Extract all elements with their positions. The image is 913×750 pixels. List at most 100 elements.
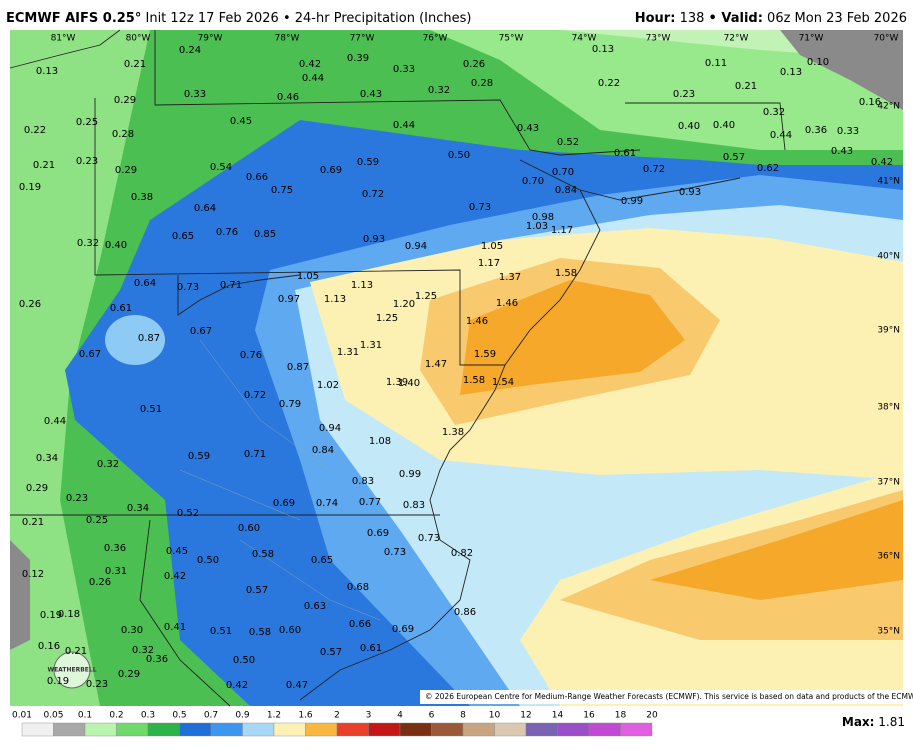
point-value: 0.38 <box>131 192 153 203</box>
point-value: 0.87 <box>138 333 160 344</box>
colorbar-swatch <box>242 722 275 737</box>
map: © 2026 European Centre for Medium-Range … <box>9 29 913 707</box>
point-value: 0.76 <box>216 227 238 238</box>
point-value: 0.65 <box>311 555 333 566</box>
county-lines <box>179 339 381 621</box>
point-value: 0.44 <box>393 120 415 131</box>
colorbar-label: 1.6 <box>298 711 313 721</box>
point-value: 0.18 <box>58 609 80 620</box>
point-value: 0.94 <box>319 423 341 434</box>
point-value: 1.31 <box>360 340 382 351</box>
point-value: 1.58 <box>555 268 577 279</box>
point-value: 0.33 <box>184 89 206 100</box>
point-value: 0.66 <box>246 172 268 183</box>
point-value: 0.32 <box>97 459 119 470</box>
colorbar-swatch <box>210 722 243 737</box>
title-rest: Init 12z 17 Feb 2026 • 24-hr Precipitati… <box>146 11 472 26</box>
point-value: 1.59 <box>474 349 496 360</box>
shade-light-green-ne <box>430 30 903 150</box>
point-value: 0.98 <box>532 212 554 223</box>
point-value: 0.19 <box>19 182 41 193</box>
point-value: 0.73 <box>418 533 440 544</box>
point-value: 1.37 <box>499 272 521 283</box>
point-value: 0.11 <box>705 58 727 69</box>
point-value: 0.50 <box>448 150 470 161</box>
point-value: 0.36 <box>104 543 126 554</box>
logo-badge <box>53 651 91 689</box>
point-value: 0.32 <box>132 645 154 656</box>
point-value: 0.87 <box>287 362 309 373</box>
point-value: 0.42 <box>299 59 321 70</box>
point-value: 0.72 <box>643 164 665 175</box>
colorbar-swatch <box>21 722 54 737</box>
point-value: 0.70 <box>522 176 544 187</box>
point-value: 0.62 <box>757 163 779 174</box>
colorbar-label: 0.5 <box>172 711 186 721</box>
point-value: 0.29 <box>115 165 137 176</box>
point-value: 1.46 <box>496 298 518 309</box>
point-value: 0.25 <box>86 515 108 526</box>
point-value: 0.50 <box>197 555 219 566</box>
point-value: 0.34 <box>127 503 149 514</box>
lon-label: 79°W <box>198 34 223 44</box>
point-value: 0.82 <box>451 548 473 559</box>
point-value: 0.42 <box>226 680 248 691</box>
point-value: 0.58 <box>249 627 271 638</box>
colorbar-label: 2 <box>334 711 340 721</box>
point-value: 0.54 <box>210 162 232 173</box>
colorbar-label: 18 <box>615 711 627 721</box>
point-value: 0.43 <box>517 123 539 134</box>
header-title: ECMWF AIFS 0.25° Init 12z 17 Feb 2026 • … <box>6 11 471 26</box>
point-value: 0.42 <box>164 571 186 582</box>
colorbar-label: 0.05 <box>43 711 63 721</box>
shade-orange-south <box>650 500 903 600</box>
point-value: 0.70 <box>552 167 574 178</box>
colorbar-swatch <box>273 722 306 737</box>
point-value: 0.73 <box>469 202 491 213</box>
colorbar-swatch <box>368 722 401 737</box>
point-value: 1.40 <box>398 378 420 389</box>
point-value: 0.16 <box>38 641 60 652</box>
point-value: 0.94 <box>405 241 427 252</box>
point-value: 0.47 <box>286 680 308 691</box>
point-value: 1.58 <box>463 375 485 386</box>
point-value: 0.33 <box>837 126 859 137</box>
point-value: 0.57 <box>723 152 745 163</box>
point-value: 0.76 <box>240 350 262 361</box>
point-value: 0.68 <box>347 582 369 593</box>
colorbar-swatch <box>494 722 527 737</box>
point-value: 0.69 <box>320 165 342 176</box>
point-value: 0.51 <box>140 404 162 415</box>
shade-orange <box>460 280 685 395</box>
point-value: 0.79 <box>279 399 301 410</box>
point-value: 0.29 <box>118 669 140 680</box>
point-value: 0.21 <box>124 59 146 70</box>
lat-label: 41°N <box>877 177 900 187</box>
point-value: 0.44 <box>770 130 792 141</box>
lon-label: 74°W <box>572 34 597 44</box>
point-value: 0.32 <box>763 107 785 118</box>
colorbar-swatch <box>84 722 117 737</box>
point-value: 0.28 <box>112 129 134 140</box>
point-value: 0.83 <box>352 476 374 487</box>
point-value: 0.60 <box>279 625 301 636</box>
point-value: 0.44 <box>44 416 66 427</box>
valid-label: • Valid: <box>709 11 763 26</box>
point-value: 0.93 <box>679 187 701 198</box>
point-value: 0.45 <box>166 546 188 557</box>
colorbar-swatch <box>399 722 432 737</box>
shade-gray-sw <box>10 540 30 650</box>
point-value: 0.21 <box>735 81 757 92</box>
point-labels: 81°W 80°W 79°W 78°W 77°W 76°W 75°W 74°W 73°W 72°W… <box>19 34 900 692</box>
lon-label: 80°W <box>126 34 151 44</box>
point-value: 0.23 <box>86 679 108 690</box>
colorbar-label: 20 <box>646 711 658 721</box>
point-value: 0.61 <box>360 643 382 654</box>
point-value: 0.26 <box>89 577 111 588</box>
lon-label: 75°W <box>499 34 524 44</box>
point-value: 0.19 <box>40 610 62 621</box>
lat-label: 42°N <box>877 102 900 112</box>
point-value: 0.29 <box>114 95 136 106</box>
point-value: 0.22 <box>598 78 620 89</box>
point-value: 0.12 <box>22 569 44 580</box>
